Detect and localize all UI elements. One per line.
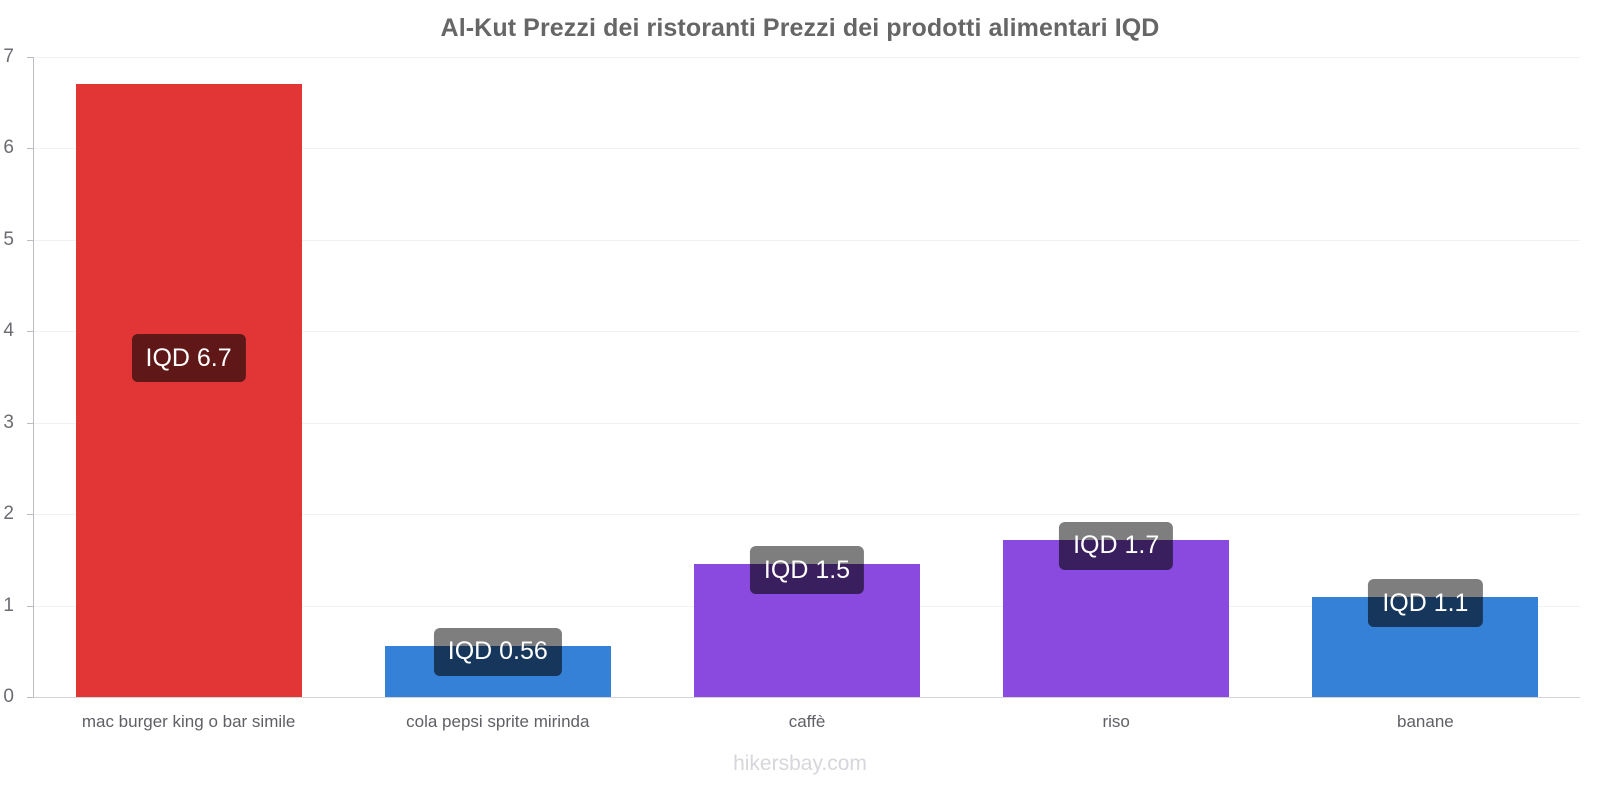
bar-value-label: IQD 6.7 [145,343,232,372]
gridline [34,239,1580,241]
bar-value-label: IQD 1.7 [1073,531,1160,560]
y-axis-tick-mark [27,148,34,150]
x-axis-category-label: mac burger king o bar simile [81,712,296,731]
y-axis-tick-label: 1 [3,594,14,616]
bar-value-badge: IQD 0.56 [433,627,562,676]
plot-area: IQD 6.7 IQD 0.56 IQD 1.5 IQD 1.7 IQD 1.1 [34,57,1580,698]
bar[interactable] [75,84,302,697]
y-axis-tick-mark [27,697,34,698]
gridline [34,331,1580,333]
x-axis-category-label: cola pepsi sprite mirinda [406,712,590,731]
bar-value-badge: IQD 1.7 [1059,521,1174,570]
footer-credit: hikersbay.com [733,752,867,775]
badge-overlap-tint [131,334,246,383]
badge-overlap-tint [1059,539,1174,570]
y-axis-tick-mark [27,422,34,424]
badge-overlap-tint [433,645,562,676]
y-axis-tick-label: 6 [3,137,14,159]
gridline [34,57,1580,58]
y-axis-tick-label: 5 [3,228,14,250]
x-axis-category-label: banane [1397,712,1454,731]
y-axis-tick-mark [27,514,34,516]
y-axis-tick-label: 3 [3,411,14,433]
y-axis-tick-mark [27,331,34,333]
bar-value-label: IQD 1.5 [763,555,851,584]
x-axis-category-label: riso [1102,712,1130,731]
bar-value-label: IQD 0.56 [447,637,548,666]
gridline [34,697,1580,698]
badge-overlap-tint [749,564,865,595]
y-axis-tick-mark [27,57,34,58]
y-axis-tick-mark [27,605,34,607]
bar-value-label: IQD 1.1 [1382,588,1469,617]
chart-title: Al-Kut Prezzi dei ristoranti Prezzi dei … [440,14,1160,42]
badge-overlap-tint [1368,597,1483,628]
bar-value-badge: IQD 1.1 [1368,579,1483,628]
gridline [34,148,1580,150]
bar-value-badge: IQD 6.7 [131,334,246,383]
y-axis-line [33,57,34,698]
gridline [34,514,1580,516]
bar-value-badge: IQD 1.5 [749,546,865,595]
gridline [34,422,1580,424]
x-axis-category-label: caffè [788,712,826,731]
y-axis-tick-label: 2 [3,503,14,525]
y-axis-tick-label: 7 [3,46,14,67]
y-axis-tick-label: 4 [3,320,14,342]
y-axis-tick-label: 0 [3,686,14,707]
y-axis-tick-mark [27,239,34,241]
